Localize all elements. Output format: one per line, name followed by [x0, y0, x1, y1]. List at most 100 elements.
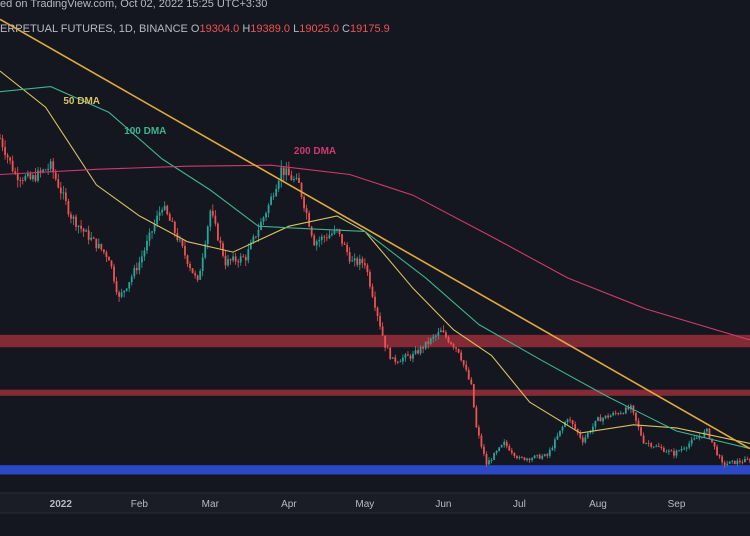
candle-body: [726, 463, 729, 465]
candle-body: [513, 452, 516, 457]
candle-body: [265, 213, 267, 218]
candle-body: [680, 448, 683, 451]
time-axis-band: [0, 493, 750, 513]
candle-body: [67, 200, 70, 215]
candle-body: [602, 418, 604, 422]
candle-body: [108, 257, 110, 261]
candle-body: [396, 361, 399, 363]
ma-label-100-dma: 100 DMA: [124, 126, 166, 137]
candle-body: [224, 255, 227, 266]
candle-body: [313, 235, 316, 246]
candle-body: [158, 212, 161, 216]
candle-body: [394, 357, 397, 362]
ohlc-key-c: C: [342, 23, 350, 35]
candle-body: [204, 244, 207, 258]
descending-trendline[interactable]: [0, 18, 750, 450]
candle-body: [447, 337, 450, 343]
candle-body: [541, 456, 544, 459]
candle-body: [255, 236, 257, 238]
candle-body: [559, 430, 561, 436]
candle-body: [186, 255, 189, 264]
candle-body: [320, 236, 323, 240]
candle-body: [576, 428, 579, 433]
candle-body: [515, 456, 518, 459]
candle-body: [566, 419, 569, 423]
candle-body: [80, 225, 82, 229]
candle-body: [475, 407, 478, 428]
ma-line-200-dma: [0, 164, 750, 341]
candle-body: [614, 412, 617, 414]
candle-body: [619, 413, 622, 415]
x-tick-label: Mar: [202, 499, 220, 510]
candle-body: [214, 215, 217, 224]
x-tick-label: Apr: [281, 499, 297, 510]
candle-body: [404, 354, 407, 358]
candle-body: [356, 258, 359, 265]
candle-body: [624, 407, 627, 414]
candle-body: [490, 460, 493, 461]
candle-body: [120, 292, 123, 297]
candle-body: [181, 239, 184, 246]
candle-body: [645, 443, 648, 444]
candle-body: [429, 338, 432, 344]
candle-body: [609, 415, 612, 418]
candle-body: [668, 450, 670, 452]
candle-body: [82, 228, 85, 232]
candle-body: [39, 170, 42, 172]
candle-body: [6, 155, 9, 158]
zone-lower-resistance: [0, 389, 750, 396]
candle-body: [21, 180, 24, 182]
candle-body: [574, 424, 577, 429]
candle-body: [594, 420, 597, 427]
candle-body: [538, 454, 541, 459]
candle-body: [87, 230, 90, 240]
x-tick-label: Jul: [513, 499, 526, 510]
candle-body: [85, 230, 88, 232]
candle-body: [341, 234, 343, 244]
candle-body: [465, 364, 468, 370]
candle-body: [693, 438, 696, 440]
candle-body: [105, 252, 108, 258]
candle-body: [508, 446, 511, 451]
candle-body: [369, 271, 371, 287]
candle-body: [551, 448, 554, 450]
candle-body: [419, 346, 422, 354]
candle-body: [543, 454, 546, 457]
candle-body: [272, 196, 275, 197]
candle-body: [232, 256, 235, 261]
candle-body: [493, 453, 495, 461]
candle-body: [247, 249, 250, 261]
candle-body: [665, 451, 668, 453]
ohlc-value-h: 19389.0: [250, 23, 291, 35]
candle-body: [363, 263, 366, 266]
candle-body: [660, 446, 663, 449]
candle-body: [521, 457, 523, 458]
candle-body: [194, 273, 197, 276]
candle-body: [44, 169, 47, 171]
candle-body: [128, 282, 131, 289]
candle-body: [123, 290, 126, 293]
candle-body: [495, 451, 498, 454]
candle-body: [300, 182, 303, 197]
candle-body: [153, 223, 156, 232]
candle-body: [437, 332, 440, 336]
candle-body: [29, 173, 32, 180]
candle-body: [199, 271, 202, 280]
candle-body: [262, 217, 265, 222]
candle-body: [652, 446, 655, 448]
candle-body: [211, 210, 214, 216]
candle-body: [409, 355, 412, 359]
candle-body: [546, 454, 549, 456]
zone-support: [0, 465, 750, 475]
candle-body: [683, 448, 686, 450]
candle-body: [452, 344, 455, 348]
candle-body: [59, 187, 62, 194]
candle-body: [581, 437, 584, 443]
candle-body: [556, 435, 559, 440]
candle-body: [657, 445, 660, 447]
candle-body: [293, 179, 295, 181]
zone-upper-resistance: [0, 334, 750, 348]
candle-body: [173, 221, 176, 233]
